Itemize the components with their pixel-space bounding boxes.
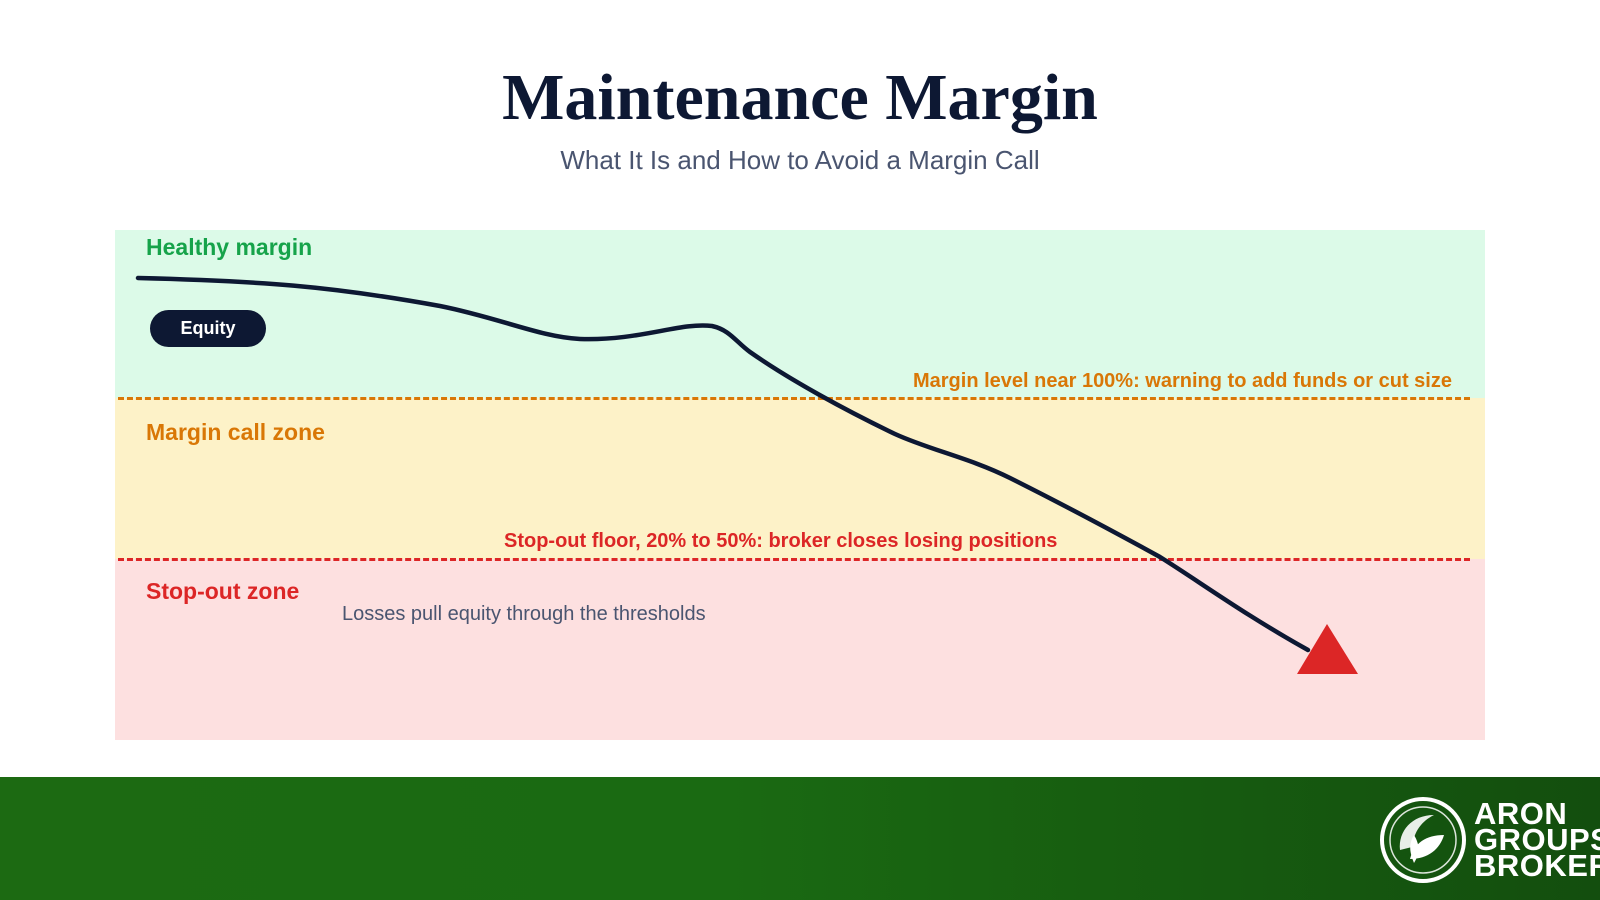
stop-out-floor-note: Stop-out floor, 20% to 50%: broker close… <box>504 530 1058 552</box>
margin-call-threshold-line <box>118 397 1470 400</box>
page-title: Maintenance Margin <box>502 61 1098 134</box>
brand-wordmark: ARON GROUPS BROKER <box>1474 796 1600 883</box>
leaf-in-circle-icon <box>1380 797 1466 883</box>
page-subtitle: What It Is and How to Avoid a Margin Cal… <box>560 145 1040 175</box>
equity-badge: Equity <box>150 310 266 347</box>
healthy-margin-label: Healthy margin <box>146 234 313 260</box>
healthy-margin-zone <box>115 230 1485 398</box>
stop-out-zone <box>115 559 1485 740</box>
footer-bar <box>0 777 1600 900</box>
margin-call-zone <box>115 398 1485 559</box>
brand-line: ARON <box>1474 796 1568 831</box>
brand-line: GROUPS <box>1474 822 1600 857</box>
equity-caption: Losses pull equity through the threshold… <box>342 603 706 625</box>
margin-warning-note: Margin level near 100%: warning to add f… <box>912 370 1452 392</box>
stop-out-threshold-line <box>118 558 1470 561</box>
brand-line: BROKER <box>1474 848 1600 883</box>
stop-out-zone-label: Stop-out zone <box>146 578 300 604</box>
warning-triangle-icon <box>1297 624 1358 674</box>
equity-curve <box>135 275 1311 653</box>
margin-call-zone-label: Margin call zone <box>146 419 325 445</box>
